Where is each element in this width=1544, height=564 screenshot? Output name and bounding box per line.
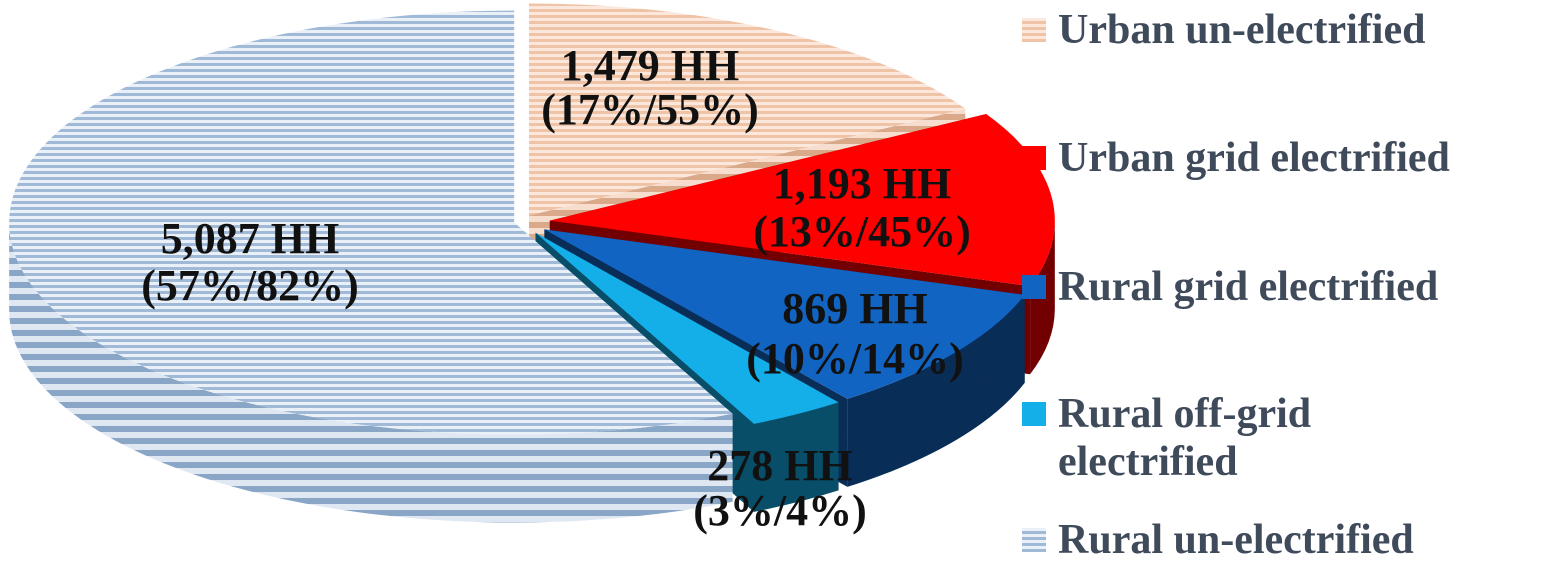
data-label-rural-off-grid-electrified-line2: (3%/4%) xyxy=(693,486,867,535)
data-label-rural-off-grid-electrified-line1: 278 HH xyxy=(707,441,852,490)
legend-label: Urban un-electrified xyxy=(1058,7,1426,53)
data-label-rural-un-electrified-line1: 5,087 HH xyxy=(161,214,339,263)
slice-side-rural-un-electrified xyxy=(9,222,733,523)
data-label-urban-un-electrified-line1: 1,479 HH xyxy=(561,41,739,90)
legend-item-rural-un-electrified: Rural un-electrified xyxy=(1022,516,1528,564)
legend-swatch-rural-grid-electrified xyxy=(1022,275,1046,299)
legend-item-urban-un-electrified: Urban un-electrified xyxy=(1022,6,1528,54)
legend-item-rural-off-grid-electrified: Rural off-grid electrified xyxy=(1022,390,1388,486)
legend-label: Rural off-grid electrified xyxy=(1058,391,1312,485)
slice-rural-grid-electrified xyxy=(544,229,1025,399)
slice-urban-un-electrified xyxy=(528,3,966,216)
data-label-urban-un-electrified-line2: (17%/55%) xyxy=(541,85,759,134)
legend-label: Rural grid electrified xyxy=(1058,264,1439,310)
legend-label: Rural un-electrified xyxy=(1058,517,1414,563)
data-label-rural-grid-electrified-line1: 869 HH xyxy=(782,284,927,333)
data-label-urban-grid-electrified-line2: (13%/45%) xyxy=(753,207,971,256)
legend-item-rural-grid-electrified: Rural grid electrified xyxy=(1022,263,1528,311)
slice-urban-grid-electrified xyxy=(549,113,1055,287)
legend-item-urban-grid-electrified: Urban grid electrified xyxy=(1022,134,1528,182)
legend-swatch-rural-off-grid-electrified xyxy=(1022,402,1046,426)
data-label-rural-grid-electrified-line2: (10%/14%) xyxy=(746,334,964,383)
legend-label: Urban grid electrified xyxy=(1058,135,1450,181)
data-label-urban-grid-electrified-line1: 1,193 HH xyxy=(773,159,951,208)
legend-swatch-urban-grid-electrified xyxy=(1022,146,1046,170)
slice-rural-un-electrified xyxy=(9,10,733,435)
data-label-rural-un-electrified-line2: (57%/82%) xyxy=(141,261,359,310)
slice-rural-off-grid-electrified xyxy=(535,232,839,424)
legend-swatch-rural-un-electrified xyxy=(1022,528,1046,552)
legend-swatch-urban-un-electrified xyxy=(1022,18,1046,42)
